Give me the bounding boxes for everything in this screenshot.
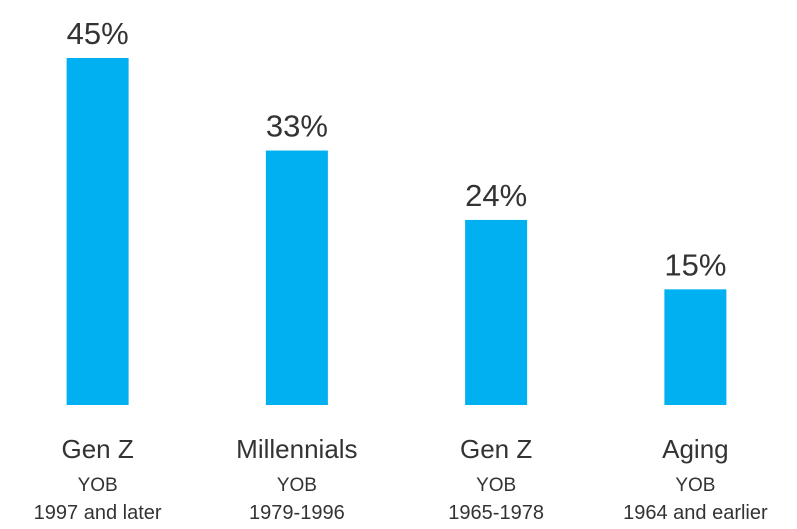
bar bbox=[66, 58, 129, 405]
category-label: Aging bbox=[662, 434, 729, 464]
category-detail: YOB bbox=[476, 475, 516, 496]
category-detail: YOB bbox=[277, 475, 317, 496]
category-label: Gen Z bbox=[460, 434, 532, 464]
value-label: 24% bbox=[465, 178, 527, 213]
value-label: 33% bbox=[266, 109, 328, 144]
bar bbox=[664, 289, 727, 405]
category-detail: 1964 and earlier bbox=[623, 502, 768, 524]
category-label: Gen Z bbox=[62, 434, 134, 464]
bar bbox=[465, 219, 528, 405]
value-label: 45% bbox=[67, 16, 129, 51]
value-label: 15% bbox=[664, 247, 726, 282]
category-detail: 1997 and later bbox=[34, 502, 162, 524]
category-detail: 1965-1978 bbox=[448, 502, 544, 524]
category-detail: YOB bbox=[78, 475, 118, 496]
category-label: Millennials bbox=[236, 434, 357, 464]
category-detail: YOB bbox=[675, 475, 715, 496]
category-detail: 1979-1996 bbox=[249, 502, 345, 524]
bar bbox=[265, 150, 328, 405]
